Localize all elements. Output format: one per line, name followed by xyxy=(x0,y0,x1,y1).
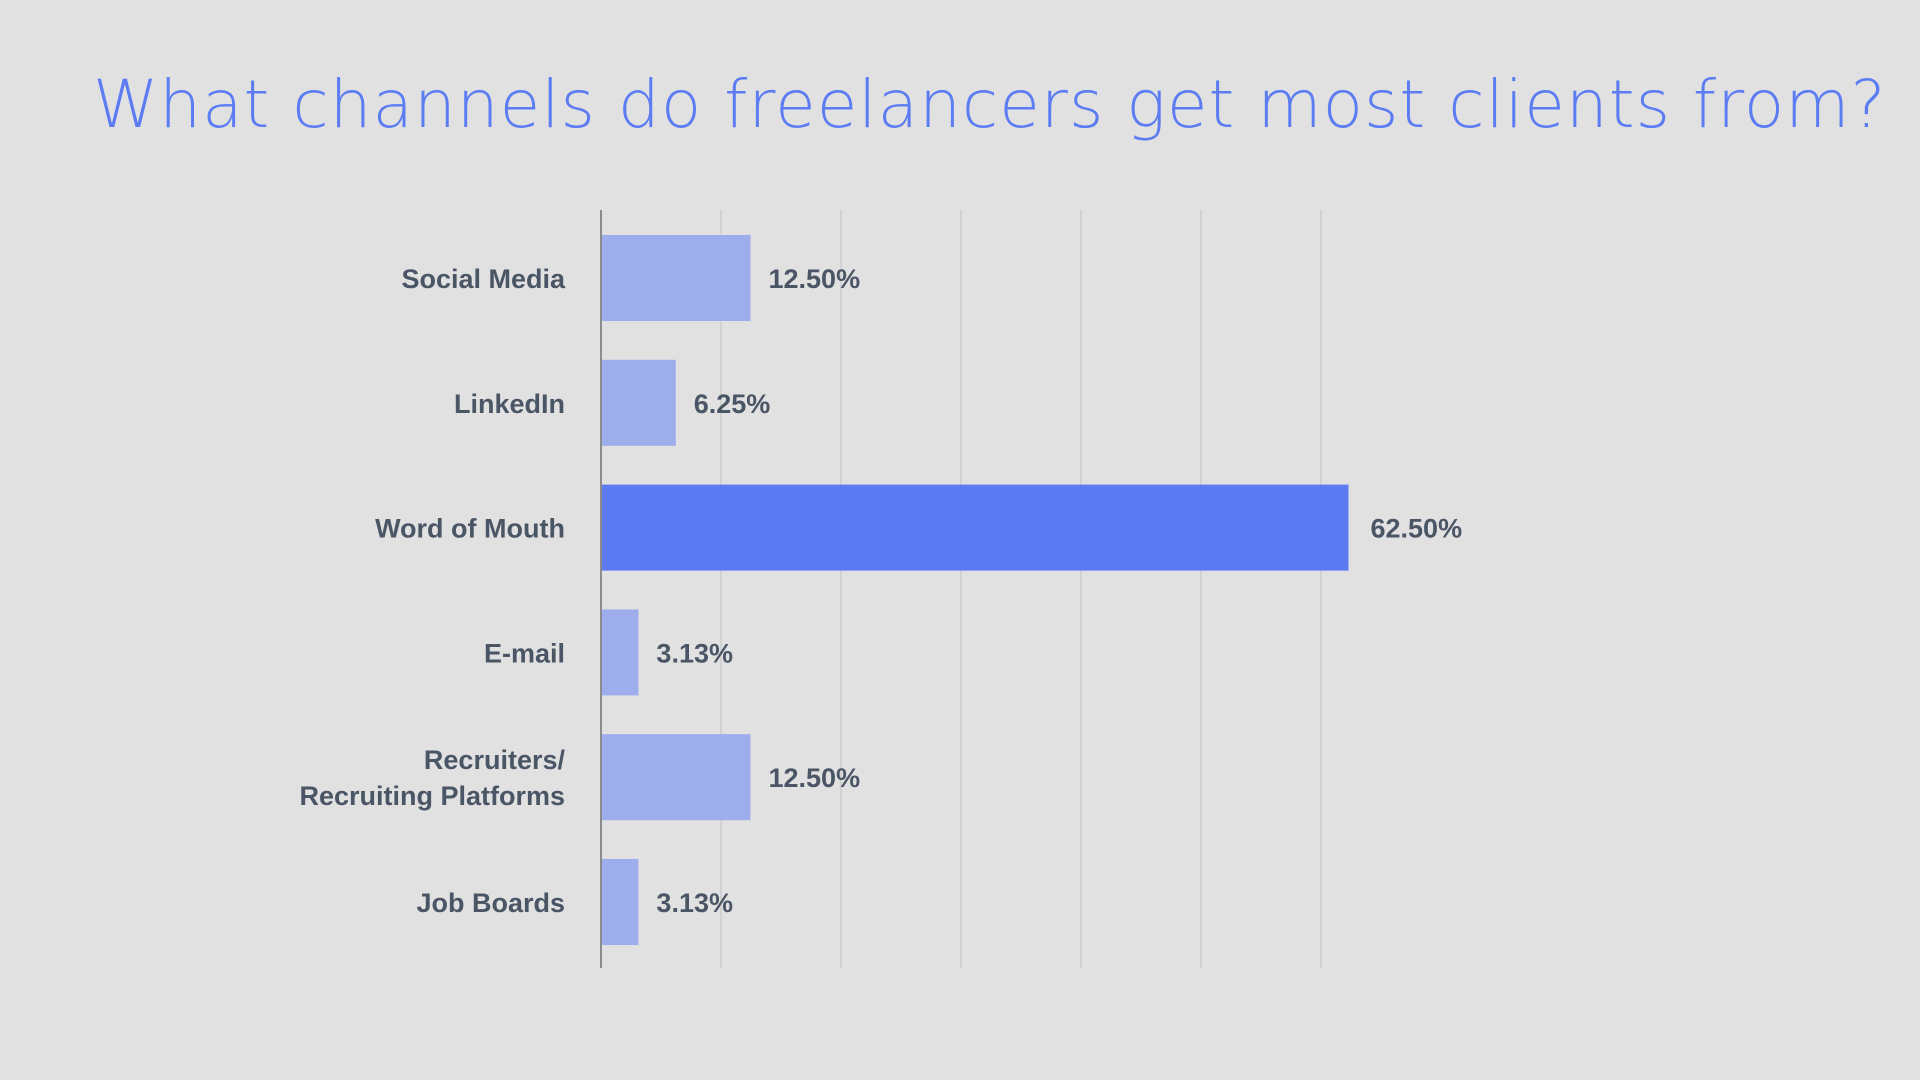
bar xyxy=(601,609,639,696)
data-label: 6.25% xyxy=(694,389,771,419)
data-label: 3.13% xyxy=(656,638,733,668)
category-label: LinkedIn xyxy=(454,389,565,419)
bar xyxy=(601,235,751,321)
bar xyxy=(601,859,639,945)
category-label: Recruiting Platforms xyxy=(299,781,565,811)
category-label: E-mail xyxy=(484,638,565,668)
bar xyxy=(601,359,676,446)
category-label: Job Boards xyxy=(416,888,565,918)
category-label: Word of Mouth xyxy=(375,514,565,544)
category-label: Social Media xyxy=(401,264,566,294)
data-label: 62.50% xyxy=(1371,514,1463,544)
data-label: 3.13% xyxy=(656,888,733,918)
chart-title: What channels do freelancers get most cl… xyxy=(93,66,1887,143)
bar xyxy=(601,734,751,821)
data-label: 12.50% xyxy=(769,264,861,294)
data-label: 12.50% xyxy=(769,763,861,793)
category-label: Recruiters/ xyxy=(424,745,566,775)
bar xyxy=(601,484,1349,571)
